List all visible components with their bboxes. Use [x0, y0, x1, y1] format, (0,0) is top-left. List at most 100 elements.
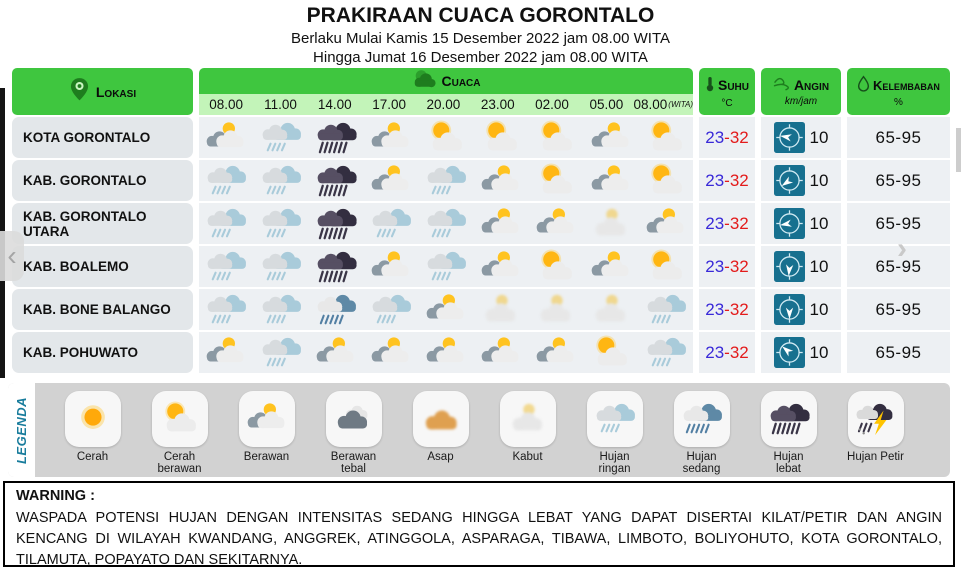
time-header: 14.00	[317, 97, 352, 112]
legend-tab: LEGENDA	[8, 383, 35, 477]
validity-end: Hingga Jumat 16 Desember 2022 jam 08.00 …	[313, 49, 648, 66]
temperature-cell: 23-32	[699, 203, 755, 244]
humidity-cell: 65-95	[847, 160, 950, 201]
wind-speed: 10	[809, 170, 829, 190]
column-label: Cuaca	[441, 73, 481, 89]
legend-item: Cerah berawan	[151, 391, 208, 475]
wind-direction-icon	[773, 294, 805, 325]
legend-label: Hujan lebat	[773, 451, 804, 475]
cerah-berawan-icon	[638, 246, 693, 287]
legend-item: Hujan Petir	[847, 391, 904, 475]
cerah-icon	[64, 391, 121, 447]
time-header: 17.00	[372, 97, 406, 112]
weather-cells	[199, 246, 693, 287]
hujan-lebat-icon	[760, 391, 817, 447]
legend-label: Hujan sedang	[682, 451, 721, 475]
wind-direction-icon	[773, 165, 805, 196]
column-label: Angin	[793, 77, 830, 94]
legend-item: Cerah	[64, 391, 121, 475]
hujan-ringan-icon	[638, 332, 693, 373]
column-label: Suhu	[717, 77, 749, 94]
time-header: 08.00	[209, 97, 244, 112]
wind-direction-icon	[773, 251, 805, 282]
weather-cells	[199, 203, 693, 244]
column-unit: °C	[721, 98, 733, 110]
wind-cell: 10	[761, 160, 841, 201]
hujan-ringan-icon	[199, 246, 254, 287]
temperature-cell: 23-32	[699, 332, 755, 373]
cerah-berawan-icon	[151, 391, 208, 447]
hujan-ringan-icon	[364, 203, 419, 244]
legend-item: Berawan	[238, 391, 295, 475]
column-unit: km/jam	[784, 95, 818, 107]
legend-items: Cerah Cerah berawan Berawan Berawan tebal As…	[64, 391, 904, 475]
humidity-cell: 65-95	[847, 289, 950, 330]
wind-cell: 10	[761, 203, 841, 244]
scrollbar-thumb[interactable]	[956, 128, 961, 172]
table-row: KAB. POHUWATO 23-32 10 65-95	[12, 332, 950, 373]
warning-text: WASPADA POTENSI HUJAN DENGAN INTENSITAS …	[16, 510, 942, 569]
legend-item: Hujan ringan	[586, 391, 643, 475]
wind-cell: 10	[761, 332, 841, 373]
kabut-icon	[473, 289, 528, 330]
cerah-berawan-icon	[419, 117, 474, 158]
cerah-berawan-icon	[638, 160, 693, 201]
wind-speed: 10	[809, 299, 829, 319]
cerah-berawan-icon	[528, 246, 583, 287]
time-header: 23.00	[480, 97, 515, 112]
location-cell: KAB. POHUWATO	[12, 332, 193, 373]
berawan-icon	[364, 160, 419, 201]
berawan-icon	[638, 203, 693, 244]
hujan-sedang-icon	[673, 391, 730, 447]
location-cell: KAB. BONE BALANGO	[12, 289, 193, 330]
hujan-ringan-icon	[254, 160, 309, 201]
berawan-icon	[583, 117, 638, 158]
carousel-next-arrow-icon[interactable]: ›	[897, 232, 907, 265]
hujan-ringan-icon	[199, 289, 254, 330]
berawan-icon	[199, 117, 254, 158]
hujan-petir-icon	[847, 391, 904, 447]
time-header: 11.00	[264, 97, 297, 112]
berawan-icon	[419, 332, 474, 373]
validity-start: Berlaku Mulai Kamis 15 Desember 2022 jam…	[290, 30, 671, 47]
hujan-sedang-icon	[309, 289, 364, 330]
kabut-icon	[499, 391, 556, 447]
table-row: KAB. GORONTALO 23-32 10 65-95	[12, 160, 950, 201]
hujan-ringan-icon	[419, 203, 474, 244]
berawan-icon	[528, 203, 583, 244]
temperature-cell: 23-32	[699, 246, 755, 287]
wind-speed: 10	[809, 342, 829, 362]
weather-cells	[199, 160, 693, 201]
berawan-icon	[473, 160, 528, 201]
humidity-cell: 65-95	[847, 203, 950, 244]
time-header: 05.00	[589, 97, 624, 112]
column-header-cuaca: Cuaca 08.00 11.00 14.00 17.00 20.00 23.00 02.0…	[199, 68, 693, 115]
location-pin-icon	[69, 76, 90, 107]
wind-direction-icon	[773, 208, 805, 239]
carousel-prev-arrow-icon[interactable]: ‹	[0, 231, 24, 281]
humidity-cell: 65-95	[847, 246, 950, 287]
table-row: KAB. BOALEMO 23-32 10 65-95	[12, 246, 950, 287]
berawan-icon	[528, 332, 583, 373]
berawan-icon	[583, 246, 638, 287]
legend-label: Kabut	[512, 451, 543, 463]
hujan-ringan-icon	[199, 160, 254, 201]
column-label: Lokasi	[95, 83, 137, 100]
hujan-ringan-icon	[199, 203, 254, 244]
wind-cell: 10	[761, 117, 841, 158]
column-header-lokasi: Lokasi	[12, 68, 193, 115]
cloud-sun-icon	[412, 69, 436, 93]
table-row: KOTA GORONTALO 23-32 10 65-95	[12, 117, 950, 158]
berawan-icon	[583, 160, 638, 201]
legend-label: Hujan Petir	[847, 451, 904, 463]
kabut-icon	[583, 203, 638, 244]
hujan-lebat-icon	[309, 246, 364, 287]
berawan-icon	[309, 332, 364, 373]
legend-tab-label: LEGENDA	[14, 396, 29, 464]
wind-speed: 10	[809, 256, 829, 276]
wind-speed: 10	[809, 213, 829, 233]
weather-cells	[199, 289, 693, 330]
table-row: KAB. BONE BALANGO 23-32 10 65-95	[12, 289, 950, 330]
hujan-lebat-icon	[309, 203, 364, 244]
